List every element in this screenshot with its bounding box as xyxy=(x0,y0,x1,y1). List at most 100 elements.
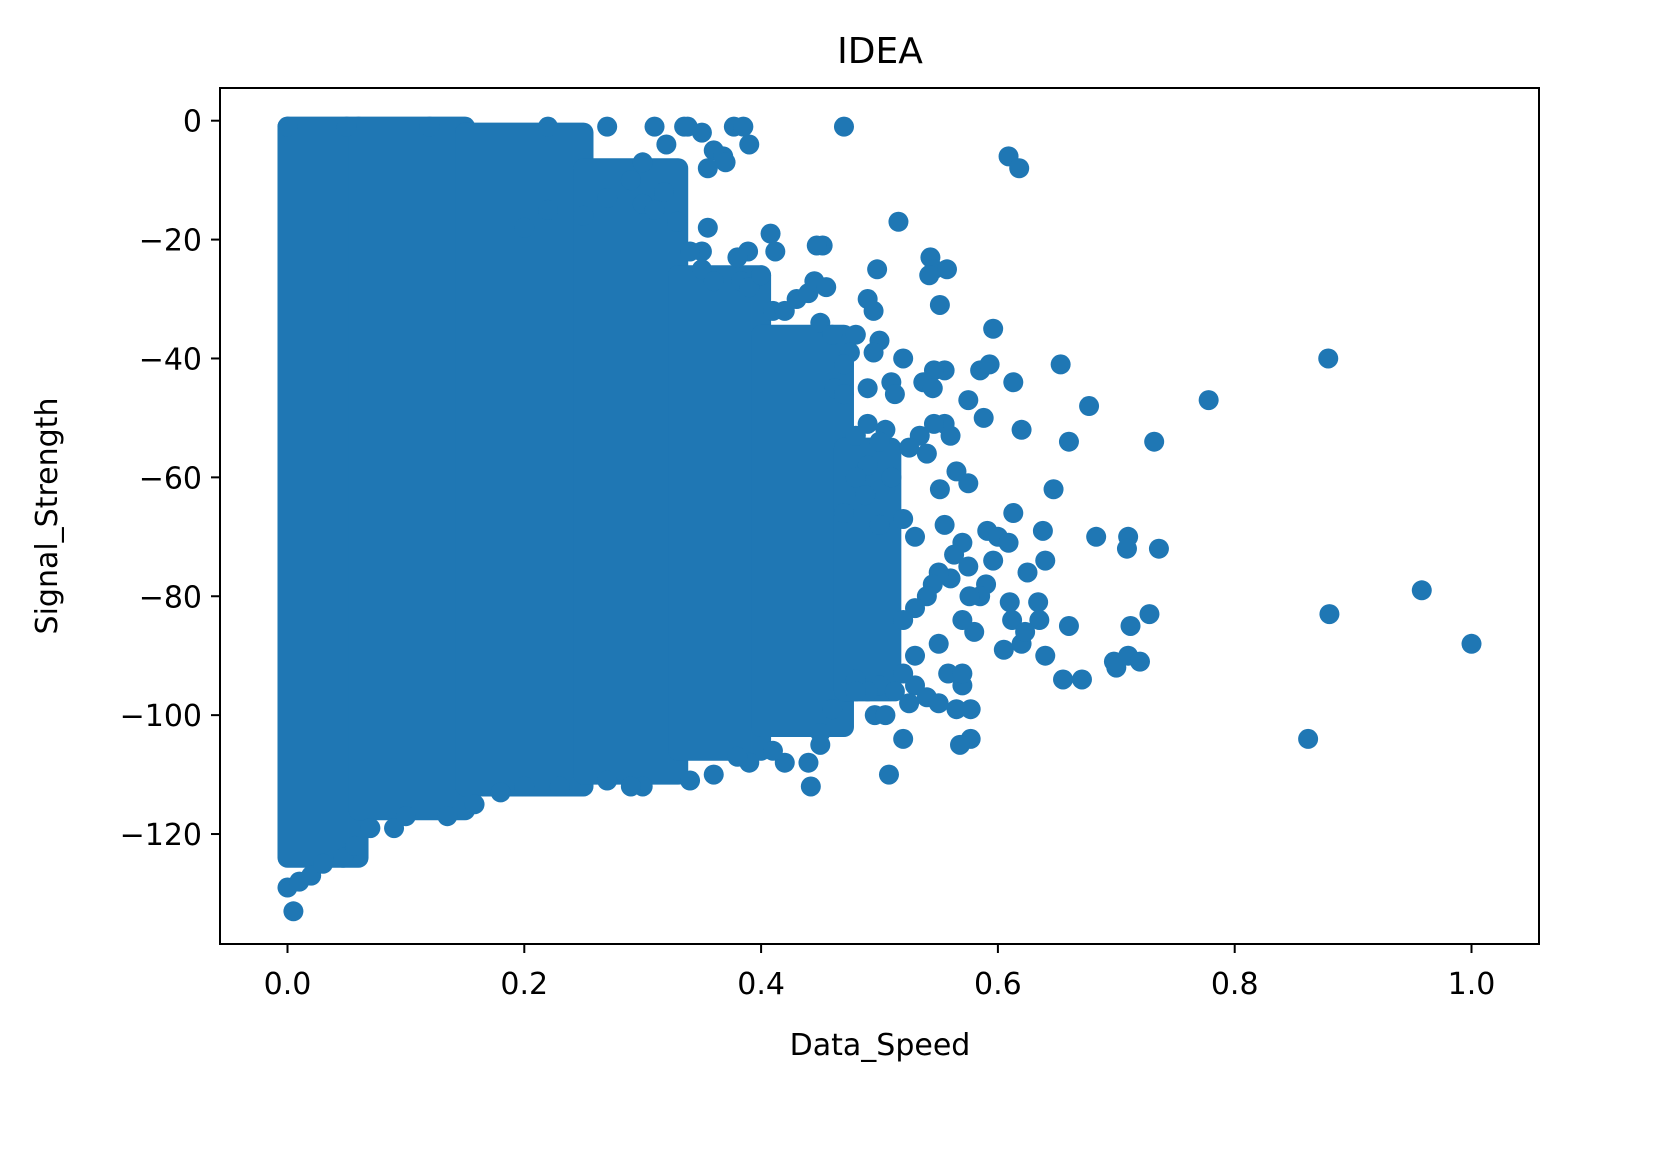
dense-point-cloud xyxy=(573,158,689,785)
y-tick-label: −120 xyxy=(120,818,202,853)
chart-title: IDEA xyxy=(837,31,923,72)
scatter-point xyxy=(973,407,994,428)
scatter-point xyxy=(715,152,736,173)
scatter-point xyxy=(1035,645,1056,666)
scatter-point xyxy=(983,550,1004,571)
scatter-point xyxy=(979,354,1000,375)
scatter-point xyxy=(727,247,748,268)
scatter-point xyxy=(863,300,884,321)
scatter-point xyxy=(703,271,724,292)
scatter-point xyxy=(810,734,831,755)
x-tick-label: 0.2 xyxy=(500,967,548,1002)
scatter-point xyxy=(1028,592,1049,613)
y-tick-label: 0 xyxy=(183,105,202,140)
scatter-point xyxy=(1198,390,1219,411)
y-axis-label: Signal_Strength xyxy=(30,398,65,635)
scatter-point xyxy=(1053,669,1074,690)
data-points xyxy=(277,116,1482,922)
scatter-point xyxy=(983,318,1004,339)
scatter-point xyxy=(863,342,884,363)
x-tick-label: 0.6 xyxy=(974,967,1022,1002)
scatter-point xyxy=(833,116,854,137)
x-axis-ticks: 0.0 0.2 0.4 0.6 0.8 1.0 xyxy=(264,944,1496,1002)
scatter-point xyxy=(419,116,440,137)
scatter-point xyxy=(1035,550,1056,571)
plot-frame xyxy=(219,87,1540,945)
scatter-point xyxy=(993,639,1014,660)
scatter-point xyxy=(1079,396,1100,417)
scatter-point xyxy=(845,324,866,345)
scatter-point xyxy=(1298,728,1319,749)
x-tick-label: 1.0 xyxy=(1448,967,1496,1002)
scatter-point xyxy=(644,199,665,220)
scatter-point xyxy=(765,241,786,262)
scatter-point xyxy=(573,205,594,226)
scatter-point xyxy=(1086,526,1107,547)
scatter-point xyxy=(845,425,866,446)
scatter-point xyxy=(1003,503,1024,524)
scatter-point xyxy=(697,158,718,179)
dense-point-cloud xyxy=(348,116,476,821)
scatter-point xyxy=(620,776,641,797)
scatter-point xyxy=(1318,348,1339,369)
scatter-point xyxy=(313,853,334,874)
scatter-point xyxy=(888,211,909,232)
scatter-point xyxy=(360,818,381,839)
scatter-point xyxy=(283,901,304,922)
scatter-point xyxy=(1017,562,1038,583)
dense-point-cloud xyxy=(277,116,369,868)
scatter-point xyxy=(620,170,641,191)
scatter-point xyxy=(960,699,981,720)
scatter-point xyxy=(884,681,905,702)
scatter-point xyxy=(667,211,688,232)
scatter-point xyxy=(1050,354,1071,375)
scatter-point xyxy=(1129,651,1150,672)
scatter-point xyxy=(336,116,357,137)
scatter-point xyxy=(656,134,677,155)
scatter-point xyxy=(845,681,866,702)
scatter-point xyxy=(1011,419,1032,440)
scatter-point xyxy=(727,746,748,767)
scatter-point xyxy=(1120,615,1141,636)
scatter-point xyxy=(762,740,783,761)
scatter-point xyxy=(944,544,965,565)
scatter-point xyxy=(537,116,558,137)
scatter-point xyxy=(934,514,955,535)
scatter-point xyxy=(822,324,843,345)
scatter-point xyxy=(869,514,890,535)
scatter-point xyxy=(884,384,905,405)
scatter-point xyxy=(875,705,896,726)
scatter-point xyxy=(632,152,653,173)
scatter-point xyxy=(514,776,535,797)
scatter-point xyxy=(867,259,888,280)
scatter-point xyxy=(881,467,902,488)
scatter-point xyxy=(1411,580,1432,601)
scatter-point xyxy=(644,116,665,137)
scatter-point xyxy=(833,503,854,524)
scatter-point xyxy=(597,187,618,208)
scatter-point xyxy=(739,134,760,155)
x-tick-label: 0.0 xyxy=(264,967,312,1002)
scatter-point xyxy=(929,479,950,500)
y-tick-label: −80 xyxy=(139,580,202,615)
scatter-point xyxy=(919,265,940,286)
dense-point-cloud xyxy=(833,437,902,702)
scatter-point xyxy=(680,241,701,262)
scatter-point xyxy=(893,728,914,749)
scatter-point xyxy=(798,752,819,773)
x-tick-label: 0.8 xyxy=(1211,967,1259,1002)
scatter-point xyxy=(998,532,1019,553)
scatter-point xyxy=(691,122,712,143)
scatter-point xyxy=(833,384,854,405)
scatter-point xyxy=(893,610,914,631)
dense-point-cloud xyxy=(751,324,854,738)
scatter-point xyxy=(344,835,365,856)
scatter-point xyxy=(490,782,511,803)
scatter-point xyxy=(1319,604,1340,625)
scatter-point xyxy=(1148,538,1169,559)
scatter-point xyxy=(1144,431,1165,452)
scatter-point xyxy=(1032,520,1053,541)
scatter-point xyxy=(878,764,899,785)
scatter-point xyxy=(1043,479,1064,500)
scatter-point xyxy=(922,378,943,399)
